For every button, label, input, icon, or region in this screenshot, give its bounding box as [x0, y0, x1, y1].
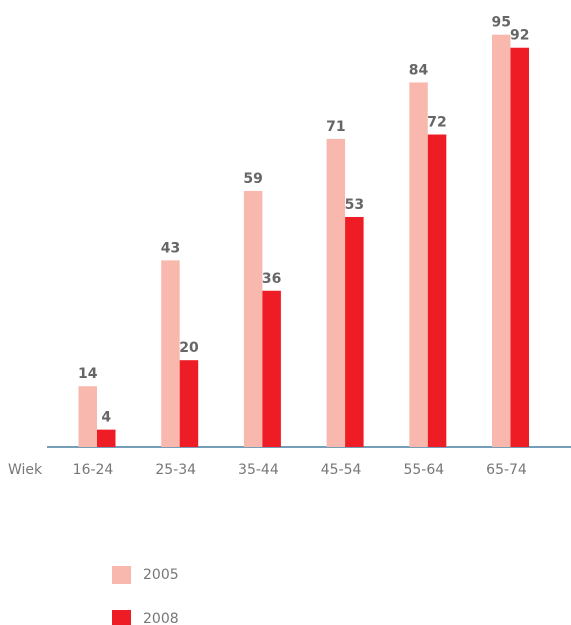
- value-label: 92: [510, 28, 529, 44]
- x-tick-label: 35-44: [238, 462, 279, 478]
- value-label: 95: [492, 15, 511, 31]
- value-label: 53: [345, 197, 364, 213]
- value-label: 14: [78, 366, 98, 382]
- bar: [427, 134, 447, 447]
- legend-swatch: [112, 610, 131, 625]
- bar: [78, 386, 97, 447]
- bar: [345, 216, 364, 447]
- bar: [510, 47, 529, 447]
- legend-swatch: [112, 566, 131, 584]
- x-tick-label: 55-64: [403, 462, 444, 478]
- bar: [97, 429, 116, 447]
- value-label: 4: [101, 410, 111, 426]
- value-label: 43: [161, 240, 180, 256]
- value-label: 20: [179, 340, 199, 356]
- legend-label: 2008: [143, 611, 179, 625]
- x-tick-label: 45-54: [321, 462, 362, 478]
- bar: [262, 290, 281, 447]
- x-axis-label: Wiek: [8, 462, 43, 478]
- x-tick-label: 65-74: [486, 462, 527, 478]
- value-label: 36: [262, 271, 281, 287]
- x-tick-label: 16-24: [73, 462, 114, 478]
- bar: [243, 190, 263, 447]
- value-label: 59: [243, 171, 262, 187]
- value-label: 72: [427, 115, 446, 131]
- x-tick-label: 25-34: [155, 462, 196, 478]
- value-label: 84: [409, 62, 429, 78]
- bar: [161, 260, 180, 447]
- value-label: 71: [326, 119, 345, 135]
- bar: [179, 360, 199, 447]
- bar: [492, 34, 511, 447]
- bar: [326, 138, 346, 448]
- bar: [409, 82, 428, 447]
- legend-label: 2005: [143, 567, 179, 583]
